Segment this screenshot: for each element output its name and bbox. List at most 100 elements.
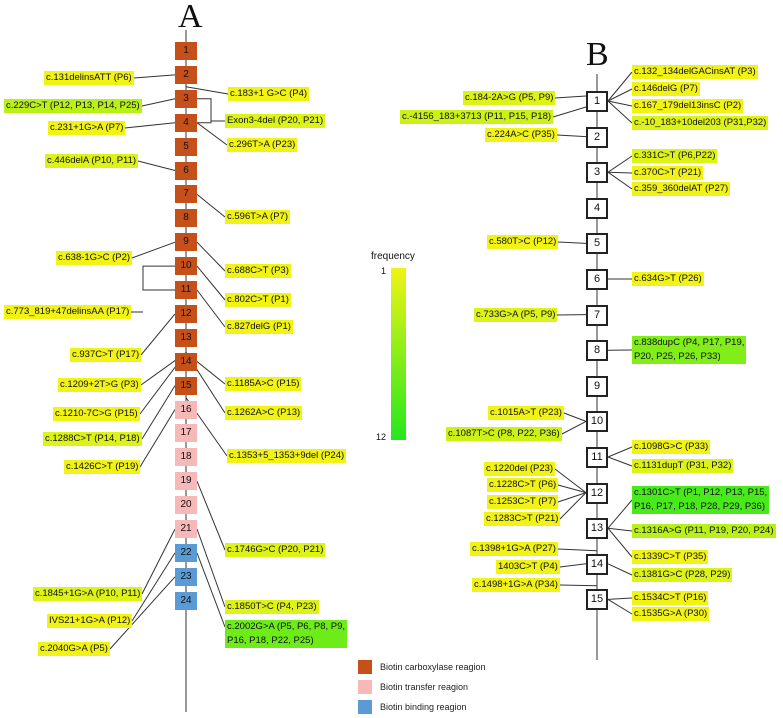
panel-a-exon-box: 16 <box>175 400 197 419</box>
legend-label-transfer: Biotin transfer reagion <box>380 682 469 692</box>
panel-a-connector <box>109 576 176 650</box>
panel-a-variant-right: c.688C>T (P3) <box>225 264 291 278</box>
panel-b-variant-left: c.1087T>C (P8, P22, P36) <box>446 427 562 441</box>
panel-b-connector <box>607 597 633 600</box>
panel-a-connector <box>196 481 226 551</box>
panel-a-exon-box: 13 <box>175 328 197 347</box>
legend-swatch-binding <box>358 700 372 714</box>
panel-a-connector <box>196 552 226 628</box>
panel-b-variant-right: c.1534C>T (P16) <box>632 591 709 605</box>
panel-a-exon-box: 15 <box>175 376 197 395</box>
panel-b-variant-right: c.359_360delAT (P27) <box>632 182 731 196</box>
panel-b-connector <box>607 527 633 532</box>
panel-a-connector <box>131 552 176 622</box>
panel-a-variant-left: c.773_819+47delinsAA (P17) <box>4 305 132 319</box>
panel-b-connector <box>557 548 598 552</box>
panel-b-variant-right: c.146delG (P7) <box>632 82 700 96</box>
panel-a-variant-left: c.1426C>T (P19) <box>64 460 141 474</box>
panel-b-exon-box: 3 <box>586 162 608 184</box>
panel-b-variant-right: c.167_179del13insC (P2) <box>632 99 744 113</box>
panel-a-connector <box>196 241 226 272</box>
panel-a-connector <box>124 122 176 129</box>
panel-b-connector <box>607 88 633 102</box>
panel-a-connector <box>140 313 176 356</box>
panel-a-connector <box>185 86 229 95</box>
panel-b-exon-box: 5 <box>586 233 608 255</box>
panel-a-connector <box>196 122 228 146</box>
panel-b-variant-left: c.1498+1G>A (P34) <box>472 578 560 592</box>
panel-b-connector <box>556 134 587 138</box>
panel-a-connector <box>137 160 176 171</box>
panel-b-connector <box>552 106 587 118</box>
panel-a-variant-right: c.1353+5_1353+9del (P24) <box>227 449 347 463</box>
panel-a-connector <box>141 385 176 440</box>
panel-a-variant-left: IVS21+1G>A (P12) <box>47 614 133 628</box>
panel-b-connector <box>607 456 633 467</box>
panel-b-connector <box>561 420 587 435</box>
panel-b-connector <box>607 499 633 529</box>
legend-swatch-transfer <box>358 680 372 694</box>
panel-b-variant-left: c.1283C>T (P21) <box>484 512 561 526</box>
panel-b-variant-right: c.1535G>A (P30) <box>632 607 710 621</box>
panel-a-variant-left: c.1209+2T>G (P3) <box>58 378 141 392</box>
panel-b-variant-left: c.580T>C (P12) <box>487 235 559 249</box>
legend-label-carboxylase: Biotin carboxylase reagion <box>380 662 486 672</box>
panel-b-exon-box: 9 <box>586 375 608 397</box>
panel-a-exon-box: 19 <box>175 472 197 491</box>
panel-a-variant-left: c.1845+1G>A (P10, P11) <box>33 587 143 601</box>
panel-b-exon-box: 1 <box>586 91 608 112</box>
panel-b-variant-right: c.634G>T (P26) <box>632 272 704 286</box>
panel-a-exon-box: 3 <box>175 89 197 108</box>
panel-a-exon-box: 8 <box>175 209 197 228</box>
panel-a-variant-right: c.1185A>C (P15) <box>225 377 302 391</box>
panel-b-connector <box>557 484 587 494</box>
panel-a-variant-left: c.2040G>A (P5) <box>38 642 110 656</box>
panel-a-exon-box: 9 <box>175 233 197 252</box>
frequency-min-label: 1 <box>381 266 387 276</box>
panel-a-exon-box: 18 <box>175 448 197 467</box>
panel-b-variant-right: c.331C>T (P6,P22) <box>632 149 718 163</box>
panel-b-variant-left: c.224A>C (P35) <box>485 128 557 142</box>
panel-a-exon-box: 21 <box>175 520 197 538</box>
panel-a-variant-right: c.296T>A (P23) <box>227 138 298 152</box>
panel-b-exon-box: 4 <box>586 197 608 219</box>
panel-b-connector <box>554 468 587 493</box>
panel-b-variant-right: c.1316A>G (P11, P19, P20, P24) <box>632 524 776 538</box>
panel-b-variant-right: c.1301C>T (P1, P12, P13, P15, P16, P17, … <box>632 486 770 514</box>
panel-b-variant-left: c.1220del (P23) <box>484 462 556 476</box>
panel-a-variant-right: c.1746G>C (P20, P21) <box>225 543 326 557</box>
panel-b-variant-right: c.1131dupT (P31, P32) <box>632 459 734 473</box>
panel-a-variant-left: c.937C>T (P17) <box>70 348 142 362</box>
panel-b-exon-box: 14 <box>586 553 608 575</box>
panel-b-variant-left: c.184-2A>G (P5, P9) <box>463 91 556 105</box>
panel-b-variant-right: c.1339C>T (P35) <box>632 550 709 564</box>
panel-a-exon-box: 7 <box>175 185 197 204</box>
panel-a-exon-box: 11 <box>175 281 197 299</box>
panel-b-connector <box>557 492 587 503</box>
frequency-title: frequency <box>371 251 415 262</box>
panel-b-variant-left: c.1015A>T (P23) <box>488 406 564 420</box>
panel-a-variant-left: c.638-1G>C (P2) <box>56 251 133 265</box>
panel-a-variant-right: c.2002G>A (P5, P6, P8, P9, P16, P18, P22… <box>225 620 348 648</box>
panel-b-connector <box>607 527 633 558</box>
panel-a-variant-left: c.131delinsATT (P6) <box>44 71 134 85</box>
panel-a-connector <box>141 98 176 107</box>
panel-a-exon-box: 14 <box>175 352 197 371</box>
panel-b-connector <box>607 171 633 174</box>
panel-a-variant-left: c.1210-7C>G (P15) <box>53 407 140 421</box>
panel-b-connector <box>557 241 587 244</box>
panel-a-exon-box: 10 <box>175 257 197 276</box>
panel-b-variant-left: c.1228C>T (P6) <box>487 478 559 492</box>
panel-b-connector <box>563 412 587 422</box>
panel-b-connector <box>559 563 587 568</box>
panel-a-exon-box: 1 <box>175 42 197 60</box>
panel-a-connector <box>196 528 226 608</box>
panel-b-connector <box>607 71 633 102</box>
legend-swatch-carboxylase <box>358 660 372 674</box>
panel-a-exon-box: 12 <box>175 304 197 323</box>
panel-a-bracket-3-4 <box>197 98 212 124</box>
panel-b-exon-box: 15 <box>586 589 608 611</box>
panel-a-variant-right: c.183+1 G>C (P4) <box>228 87 310 101</box>
panel-b-connector <box>607 598 633 615</box>
